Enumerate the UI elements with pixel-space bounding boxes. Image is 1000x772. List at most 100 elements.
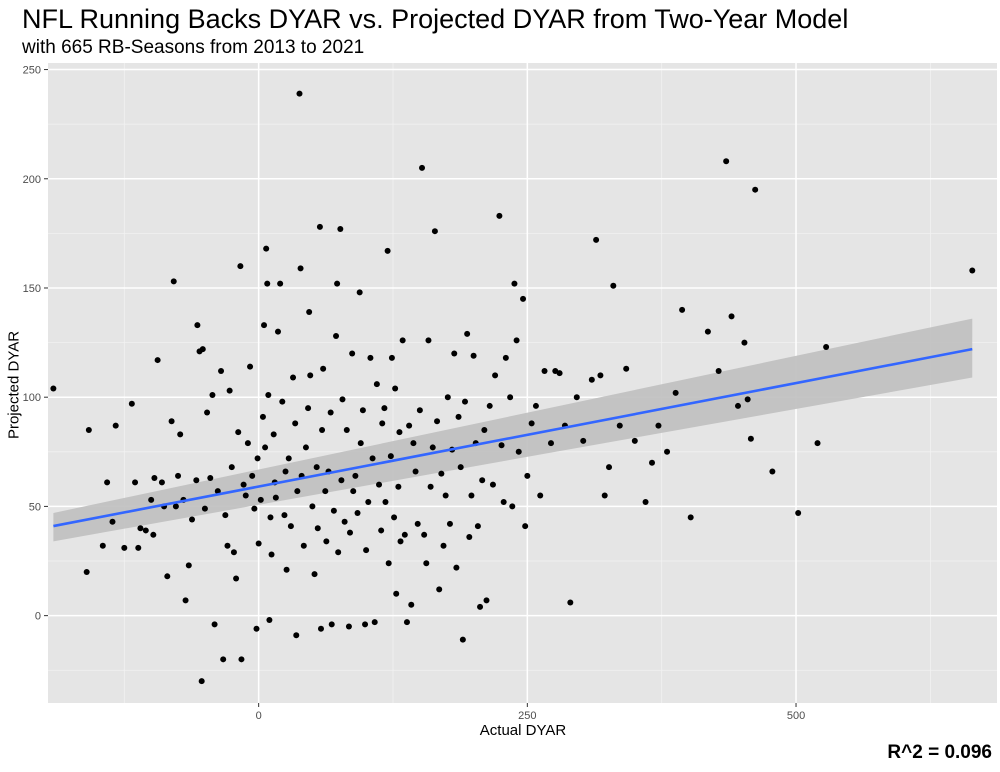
data-point [734, 402, 741, 409]
data-point [464, 330, 471, 337]
data-point [293, 632, 300, 639]
data-point [498, 442, 505, 449]
data-point [158, 479, 165, 486]
data-point [459, 636, 466, 643]
data-point [150, 531, 157, 538]
data-point [365, 499, 372, 506]
data-point [378, 527, 385, 534]
data-point [306, 309, 313, 316]
data-point [412, 468, 419, 475]
data-point [403, 619, 410, 626]
data-point [224, 542, 231, 549]
data-point [297, 265, 304, 272]
data-point [148, 496, 155, 503]
data-point [593, 236, 600, 243]
data-point [513, 337, 520, 344]
data-point [747, 435, 754, 442]
data-point [468, 492, 475, 499]
data-point [313, 464, 320, 471]
data-point [83, 568, 90, 575]
data-point [502, 354, 509, 361]
data-point [204, 409, 211, 416]
data-point [267, 514, 274, 521]
data-point [642, 499, 649, 506]
data-point [442, 492, 449, 499]
data-point [142, 527, 149, 534]
data-point [823, 343, 830, 350]
data-point [481, 426, 488, 433]
data-point [345, 623, 352, 630]
data-point [319, 426, 326, 433]
data-point [744, 396, 751, 403]
data-point [649, 459, 656, 466]
data-point [209, 392, 216, 399]
data-point [285, 455, 292, 462]
data-point [207, 475, 214, 482]
data-point [334, 280, 341, 287]
data-point [333, 333, 340, 340]
data-point [391, 514, 398, 521]
data-point [193, 477, 200, 484]
data-point [687, 514, 694, 521]
data-point [170, 278, 177, 285]
data-point [257, 496, 264, 503]
data-point [416, 407, 423, 414]
data-point [226, 387, 233, 394]
data-point [323, 538, 330, 545]
data-point [254, 455, 261, 462]
data-point [322, 488, 329, 495]
data-point [588, 376, 595, 383]
data-point [672, 389, 679, 396]
data-point [347, 529, 354, 536]
data-points [50, 90, 976, 685]
data-point [466, 533, 473, 540]
data-point [522, 523, 529, 530]
data-point [715, 367, 722, 374]
data-point [616, 422, 623, 429]
data-point [220, 656, 227, 663]
data-point [440, 542, 447, 549]
data-point [112, 422, 119, 429]
data-point [532, 402, 539, 409]
data-point [395, 483, 402, 490]
data-point [486, 402, 493, 409]
data-point [357, 440, 364, 447]
y-tick-label: 250 [23, 65, 41, 77]
data-point [281, 512, 288, 519]
data-point [610, 282, 617, 289]
data-point [185, 562, 192, 569]
data-point [524, 472, 531, 479]
data-point [362, 621, 369, 628]
data-point [279, 398, 286, 405]
data-point [969, 267, 976, 274]
data-point [453, 564, 460, 571]
data-point [253, 625, 260, 632]
data-point [314, 525, 321, 532]
regression-line [53, 347, 973, 528]
r-squared-annotation: R^2 = 0.096 [887, 742, 992, 763]
data-point [341, 518, 348, 525]
data-point [338, 477, 345, 484]
data-point [462, 398, 469, 405]
data-point [556, 370, 563, 377]
data-point [384, 247, 391, 254]
data-point [601, 492, 608, 499]
data-point [349, 350, 356, 357]
data-point [704, 328, 711, 335]
x-tick-label: 250 [518, 710, 536, 722]
chart-subtitle: with 665 RB-Seasons from 2013 to 2021 [22, 37, 365, 58]
data-point [492, 372, 499, 379]
data-point [265, 392, 272, 399]
data-point [335, 549, 342, 556]
data-point [567, 599, 574, 606]
x-axis-label: Actual DYAR [479, 722, 567, 739]
y-axis-label: Projected DYAR [5, 330, 23, 440]
data-point [379, 420, 386, 427]
data-point [330, 507, 337, 514]
data-point [436, 586, 443, 593]
data-point [515, 448, 522, 455]
data-point [507, 394, 514, 401]
data-point [154, 357, 161, 364]
data-point [305, 405, 312, 412]
